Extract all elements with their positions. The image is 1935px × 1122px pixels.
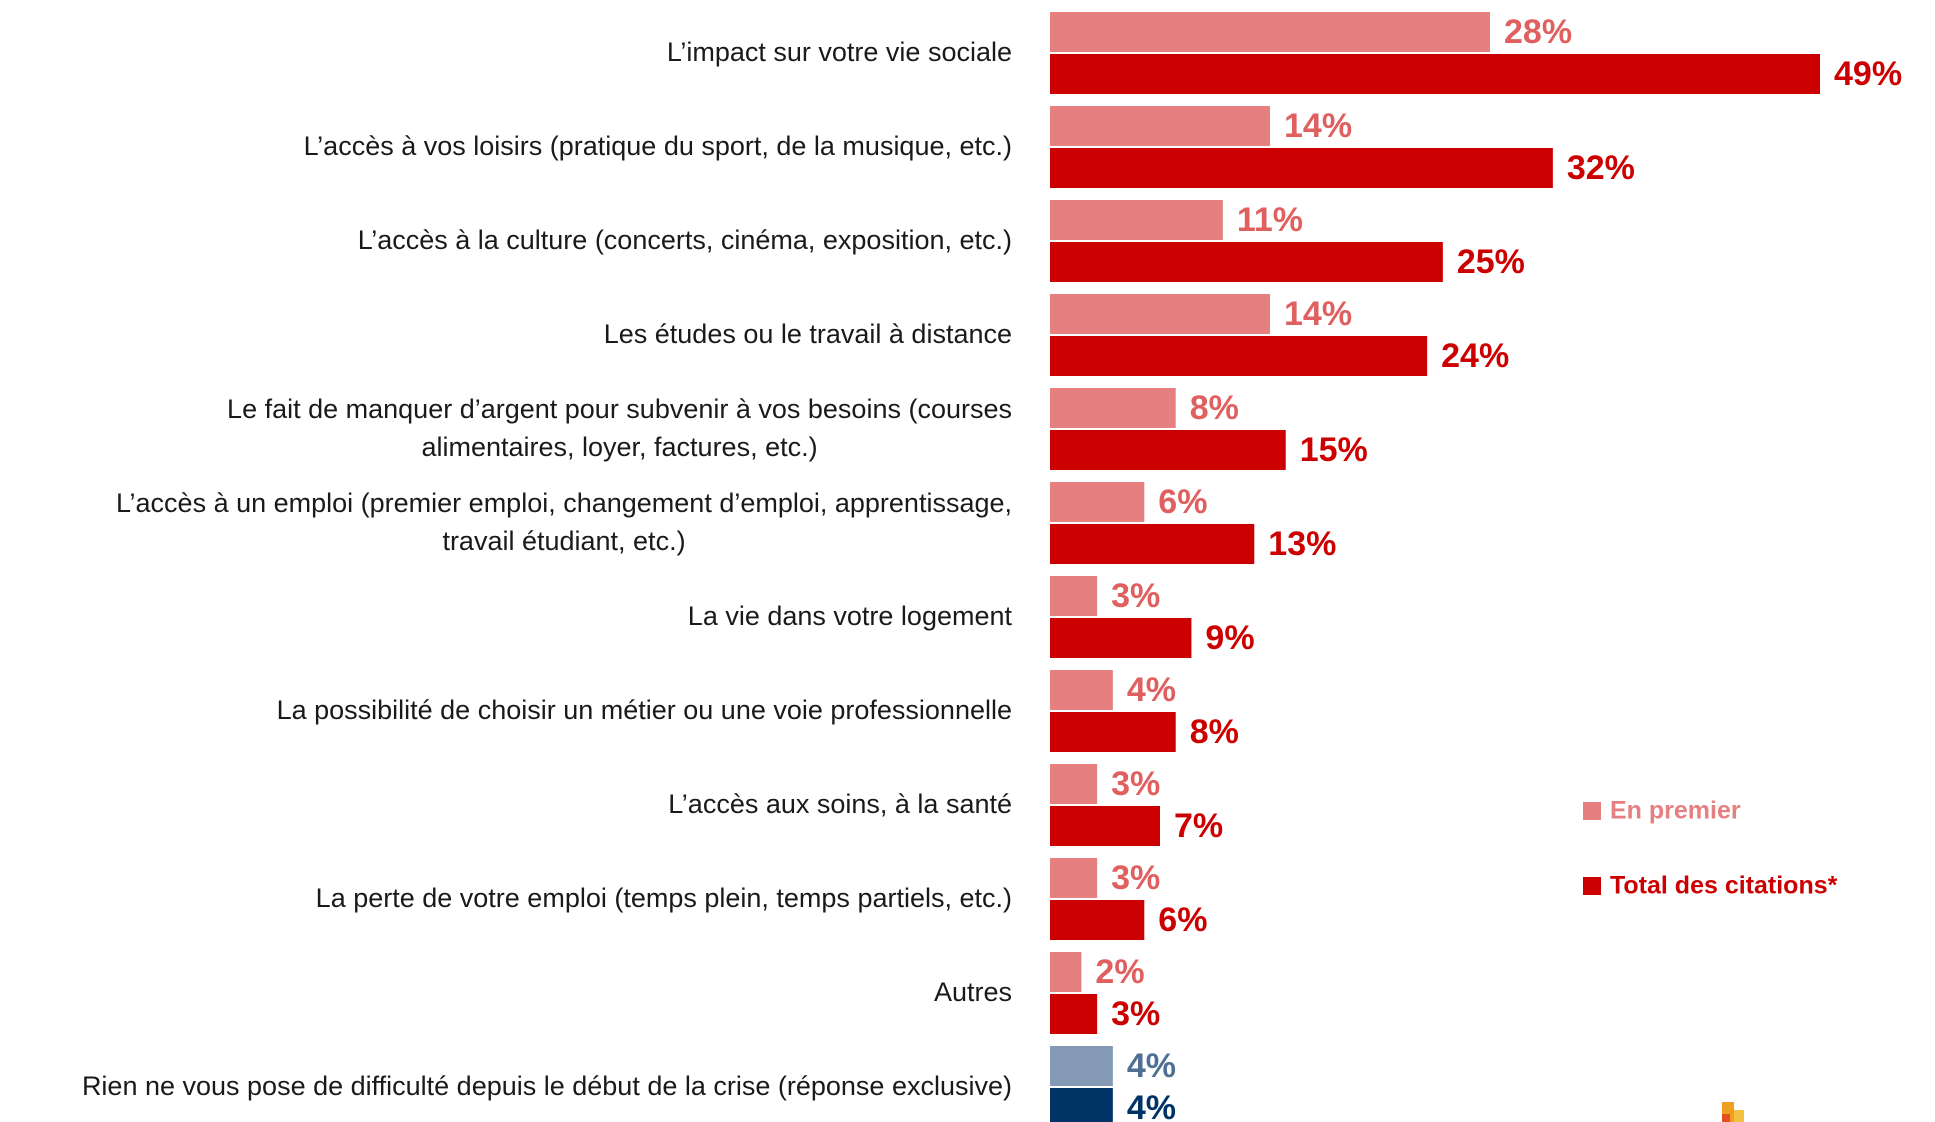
value-label: 14% [1284,107,1352,145]
legend-label: En premier [1610,797,1741,825]
value-label: 15% [1300,431,1368,469]
category-label: L’accès à vos loisirs (pratique du sport… [303,131,1012,162]
value-label: 2% [1095,953,1144,991]
value-label: 8% [1190,389,1239,427]
bar [1050,482,1145,522]
value-label: 3% [1111,765,1160,803]
logo-part [1722,1114,1730,1122]
bar [1050,618,1192,658]
bar [1050,900,1145,940]
bar [1050,952,1082,992]
category-label: Les études ou le travail à distance [603,319,1012,350]
bar [1050,994,1098,1034]
bar [1050,336,1428,376]
value-label: 4% [1127,671,1176,709]
category-label: La vie dans votre logement [687,601,1012,632]
category-label: Le fait de manquer d’argent pour subveni… [227,394,1012,462]
category-label: La possibilité de choisir un métier ou u… [276,695,1012,726]
value-label: 6% [1158,901,1207,939]
value-label: 3% [1111,577,1160,615]
value-label: 11% [1237,201,1303,239]
bar [1050,1046,1113,1086]
value-label: 13% [1268,525,1336,563]
value-label: 24% [1441,337,1509,375]
bar [1050,430,1286,470]
category-label: Autres [933,977,1012,1008]
bar [1050,148,1553,188]
value-label: 4% [1127,1047,1176,1085]
category-label: L’accès à un emploi (premier emploi, cha… [116,488,1012,556]
bar [1050,712,1176,752]
bar [1050,242,1443,282]
bar [1050,858,1098,898]
value-label: 14% [1284,295,1352,333]
bar [1050,200,1223,240]
value-label: 25% [1457,243,1525,281]
value-label: 6% [1158,483,1207,521]
value-label: 3% [1111,859,1160,897]
category-label: L’accès aux soins, à la santé [668,789,1012,820]
category-label: La perte de votre emploi (temps plein, t… [315,883,1012,914]
value-label: 7% [1174,807,1223,845]
legend-swatch [1583,802,1601,820]
bar [1050,1088,1113,1122]
bar [1050,670,1113,710]
value-label: 4% [1127,1089,1176,1122]
category-label: Rien ne vous pose de difficulté depuis l… [81,1071,1012,1102]
logo-part [1734,1110,1744,1122]
bar [1050,806,1160,846]
legend-label: Total des citations* [1610,872,1838,900]
value-label: 28% [1504,13,1572,51]
bar [1050,106,1270,146]
bar [1050,524,1255,564]
bar [1050,12,1490,52]
bar [1050,764,1098,804]
legend-swatch [1583,877,1601,895]
bar [1050,54,1820,94]
bar [1050,294,1270,334]
category-label: L’accès à la culture (concerts, cinéma, … [357,225,1012,256]
category-label: L’impact sur votre vie sociale [666,37,1012,68]
bar [1050,576,1098,616]
value-label: 32% [1567,149,1635,187]
bar [1050,388,1176,428]
value-label: 3% [1111,995,1160,1033]
value-label: 9% [1205,619,1254,657]
value-label: 8% [1190,713,1239,751]
value-label: 49% [1834,55,1902,93]
